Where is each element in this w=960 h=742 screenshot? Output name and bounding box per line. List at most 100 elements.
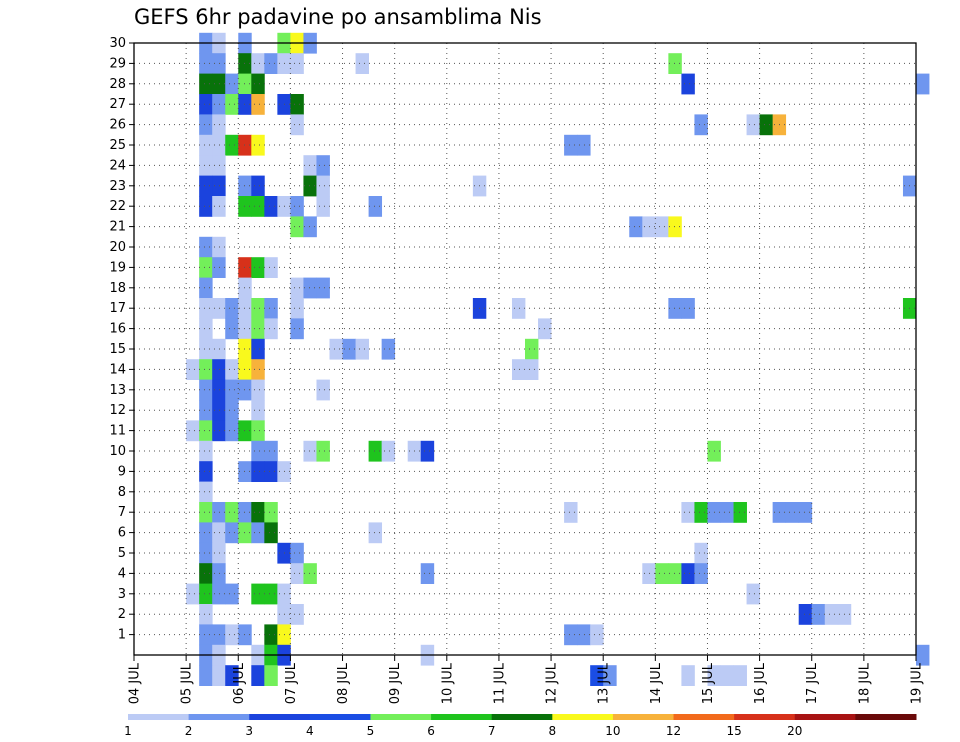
precip-cell <box>251 134 265 156</box>
precip-cell <box>316 175 330 197</box>
y-tick-label: 15 <box>109 342 126 357</box>
precip-cell <box>368 196 383 217</box>
precip-cell <box>251 440 265 462</box>
colorbar-swatch <box>188 714 250 720</box>
precip-cell <box>290 53 304 74</box>
chart-title: GEFS 6hr padavine po ansamblima Nis <box>134 5 542 29</box>
precip-cell <box>264 522 278 544</box>
precip-cell <box>694 114 708 136</box>
x-tick-label: 10 JUL <box>440 662 455 704</box>
precip-cell <box>303 175 317 197</box>
precip-cell <box>290 604 304 625</box>
colorbar-swatch <box>128 714 190 720</box>
x-tick-label: 09 JUL <box>388 662 403 704</box>
precip-cell <box>212 236 226 258</box>
precip-cell <box>251 338 265 360</box>
colorbar-swatch <box>249 714 311 720</box>
precip-cell <box>251 400 265 421</box>
y-tick-label: 7 <box>118 505 126 520</box>
y-tick-label: 17 <box>109 301 126 316</box>
y-tick-label: 25 <box>109 138 126 153</box>
precip-cell <box>251 196 265 217</box>
precip-cell <box>199 236 213 258</box>
precip-cell <box>355 338 369 360</box>
y-tick-label: 28 <box>109 77 126 92</box>
x-tick-label: 04 JUL <box>128 662 143 704</box>
precip-cell <box>199 400 213 421</box>
y-tick-label: 8 <box>118 485 126 500</box>
precip-cell <box>212 420 226 442</box>
precip-cell <box>251 502 265 523</box>
precip-cell <box>225 624 239 646</box>
precip-cell <box>199 440 213 462</box>
precip-cell <box>420 563 435 584</box>
precip-cell <box>694 542 708 564</box>
precip-cell <box>290 318 304 340</box>
precip-cell <box>824 604 839 625</box>
precip-cell <box>199 522 213 544</box>
x-tick-label: 06 JUL <box>232 662 247 704</box>
precip-cell <box>199 53 213 74</box>
colorbar-swatch <box>734 714 796 720</box>
precip-cell <box>603 665 617 686</box>
precip-cell <box>668 216 682 238</box>
precip-cell <box>720 502 734 523</box>
colorbar-label: 4 <box>306 724 314 738</box>
precip-cell <box>199 277 213 299</box>
precip-cell <box>916 73 930 95</box>
x-tick-label: 15 JUL <box>701 662 716 704</box>
precip-cell <box>811 604 826 625</box>
precip-cell <box>381 440 396 462</box>
plot-frame <box>133 42 917 656</box>
precip-cell <box>212 338 226 360</box>
precip-cell <box>199 175 213 197</box>
y-tick-label: 22 <box>109 199 126 214</box>
precip-cell <box>303 216 317 238</box>
precip-cell <box>785 502 800 523</box>
precip-cell <box>264 583 278 605</box>
precip-cell <box>290 542 304 564</box>
precip-cell <box>655 563 669 584</box>
precip-cell <box>199 114 213 136</box>
precip-cell <box>316 155 330 176</box>
x-tick-label: 14 JUL <box>649 662 664 704</box>
colorbar-label: 1 <box>124 724 132 738</box>
precip-cell <box>564 624 578 646</box>
precip-cell <box>564 502 578 523</box>
y-tick-label: 29 <box>109 56 126 71</box>
precip-cell <box>733 502 747 523</box>
precip-cell <box>681 73 695 95</box>
precip-cell <box>694 502 708 523</box>
precip-cell <box>290 114 304 136</box>
precip-cell <box>564 134 578 156</box>
precip-cell <box>212 583 226 605</box>
precip-cell <box>199 502 213 523</box>
precip-cell <box>225 665 239 686</box>
precip-cell <box>251 257 265 278</box>
colorbar-swatch <box>309 714 371 720</box>
precip-cell <box>212 134 226 156</box>
precip-cell <box>225 318 239 340</box>
y-tick-label: 10 <box>109 444 126 459</box>
precip-cell <box>225 522 239 544</box>
precip-cell <box>199 604 213 625</box>
precip-cell <box>368 522 383 544</box>
y-tick-label: 4 <box>118 566 126 581</box>
colorbar-label: 10 <box>605 724 620 738</box>
colorbar-swatch <box>431 714 493 720</box>
x-tick-label: 18 JUL <box>857 662 872 704</box>
colorbar-label: 7 <box>488 724 496 738</box>
colorbar-label: 12 <box>666 724 681 738</box>
y-tick-label: 13 <box>109 383 126 398</box>
x-tick-label: 17 JUL <box>805 662 820 704</box>
precip-cell <box>290 94 304 115</box>
precip-cell <box>212 502 226 523</box>
precip-cell <box>525 359 539 380</box>
colorbar-swatch <box>370 714 432 720</box>
precip-cell <box>212 665 226 686</box>
precip-cell <box>212 257 226 278</box>
y-tick-label: 9 <box>118 464 126 479</box>
precip-cell <box>251 94 265 115</box>
x-axis-ticks: 04 JUL 05 JUL 06 JUL 07 JUL 08 JUL 09 JUL 10 J… <box>128 655 925 704</box>
precip-cell <box>225 359 239 380</box>
